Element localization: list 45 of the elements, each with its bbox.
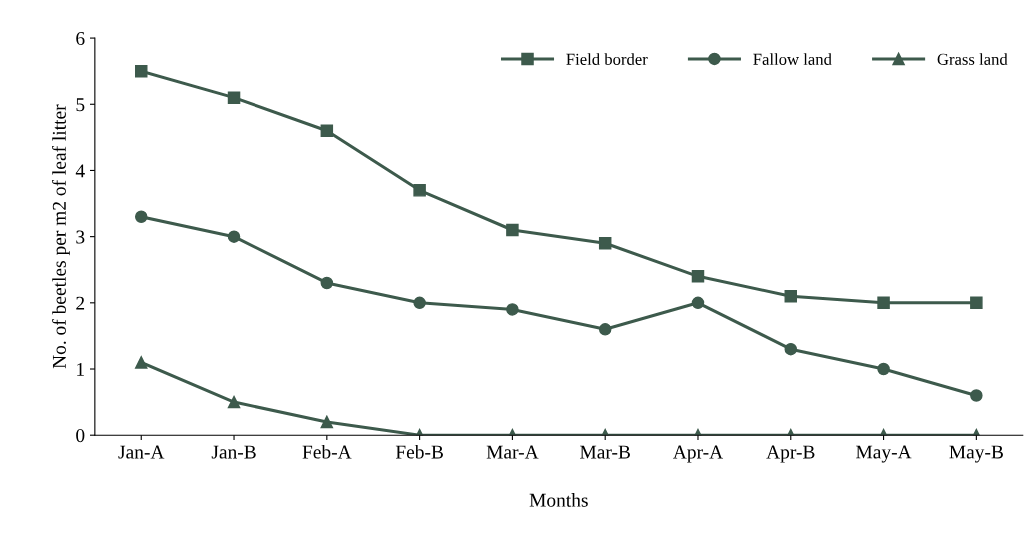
- point: [134, 356, 148, 369]
- point: [134, 64, 148, 78]
- point: [320, 124, 334, 137]
- point: [784, 289, 798, 303]
- point: [970, 389, 983, 402]
- x-tick-label: Mar-B: [580, 445, 630, 459]
- x-tick-label: May-A: [856, 445, 912, 463]
- y-axis-title: No. of beetles per m2 of leaf litter: [52, 104, 70, 369]
- point: [506, 223, 519, 237]
- legend-label: Fallow land: [753, 53, 832, 65]
- y-tick-label: 1: [77, 362, 84, 376]
- y-tick-label: 2: [76, 296, 85, 310]
- point: [598, 237, 612, 250]
- point: [320, 276, 334, 290]
- y-tick-label: 0: [76, 429, 85, 443]
- point: [970, 296, 983, 310]
- point: [134, 210, 148, 224]
- point: [227, 230, 241, 243]
- x-tick-label: May-B: [949, 445, 1003, 463]
- point: [877, 296, 890, 310]
- point: [877, 362, 890, 376]
- y-tick-label: 6: [76, 31, 85, 46]
- legend-label: Grass land: [937, 53, 1008, 65]
- x-tick-label: Apr-A: [672, 445, 724, 463]
- x-axis-title: Months: [529, 493, 588, 507]
- x-tick-label: Apr-B: [766, 445, 815, 463]
- point: [227, 91, 241, 104]
- point: [506, 303, 519, 316]
- y-tick-label: 3: [76, 230, 85, 244]
- point: [691, 270, 705, 283]
- x-tick-label: Feb-A: [302, 444, 352, 459]
- point: [413, 296, 426, 310]
- x-tick-label: Jan-A: [118, 445, 165, 459]
- point: [598, 323, 612, 336]
- legend-label: Field border: [566, 53, 648, 65]
- x-tick-label: Feb-B: [395, 444, 443, 459]
- point: [691, 296, 705, 310]
- point: [320, 415, 334, 429]
- y-tick-label: 4: [75, 164, 85, 178]
- point: [784, 342, 798, 356]
- x-tick-label: Mar-A: [486, 445, 539, 459]
- point: [227, 395, 241, 409]
- y-tick-label: 5: [76, 98, 85, 112]
- x-tick-label: Jan-B: [211, 445, 256, 459]
- point: [413, 184, 426, 197]
